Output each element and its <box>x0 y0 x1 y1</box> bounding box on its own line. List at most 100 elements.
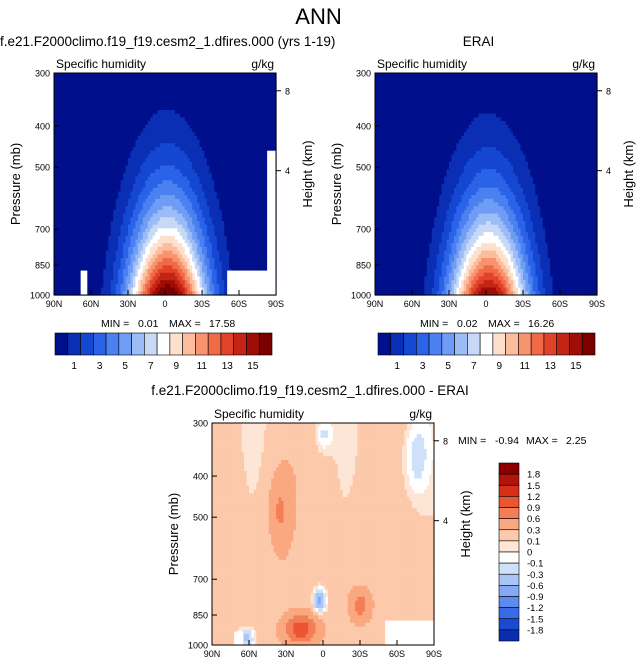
field-cell <box>192 113 196 118</box>
field-cell <box>105 161 109 167</box>
field-cell <box>202 80 206 85</box>
field-cell <box>140 76 144 81</box>
field-cell <box>125 147 129 152</box>
field-cell <box>248 76 252 81</box>
field-cell <box>76 158 80 163</box>
field-cell <box>150 154 154 159</box>
field-cell <box>226 102 230 107</box>
field-cell <box>58 98 62 104</box>
field-cell <box>83 73 87 78</box>
field-cell <box>246 80 250 85</box>
field-cell <box>110 73 114 78</box>
field-cell <box>93 87 97 93</box>
field-cell <box>241 139 245 144</box>
field-cell <box>184 150 188 155</box>
field-cell <box>98 124 102 130</box>
field-cell <box>76 113 80 118</box>
field-cell <box>78 113 82 118</box>
field-cell <box>268 76 272 81</box>
field-cell <box>145 124 149 130</box>
field-cell <box>219 139 223 144</box>
field-cell <box>231 143 235 148</box>
field-cell <box>66 121 70 126</box>
field-cell <box>268 102 272 107</box>
field-cell <box>95 102 99 107</box>
field-cell <box>78 117 82 122</box>
field-cell <box>239 132 243 137</box>
field-cell <box>105 73 109 78</box>
field-cell <box>61 139 65 144</box>
field-cell <box>76 143 80 148</box>
field-cell <box>263 139 267 144</box>
field-cell <box>199 139 203 144</box>
field-cell <box>239 158 243 163</box>
field-cell <box>187 102 191 107</box>
field-cell <box>128 128 132 133</box>
field-cell <box>253 106 257 111</box>
field-cell <box>66 161 70 167</box>
field-cell <box>160 117 164 122</box>
field-cell <box>258 139 262 144</box>
field-cell <box>182 98 186 104</box>
field-cell <box>209 158 213 163</box>
field-cell <box>209 84 213 89</box>
field-cell <box>160 135 164 141</box>
field-cell <box>68 95 72 100</box>
field-cell <box>263 95 267 100</box>
field-cell <box>256 80 260 85</box>
field-cell <box>142 87 146 93</box>
field-cell <box>248 102 252 107</box>
field-cell <box>162 132 166 137</box>
field-cell <box>204 135 208 141</box>
field-cell <box>68 80 72 85</box>
field-cell <box>204 128 208 133</box>
field-cell <box>76 117 80 122</box>
field-cell <box>105 132 109 137</box>
field-cell <box>73 132 77 137</box>
field-cell <box>160 128 164 133</box>
field-cell <box>266 147 270 152</box>
field-cell <box>142 124 146 130</box>
field-cell <box>61 98 65 104</box>
field-cell <box>251 98 255 104</box>
field-cell <box>71 150 75 155</box>
field-cell <box>226 117 230 122</box>
field-cell <box>91 84 95 89</box>
field-cell <box>56 139 60 144</box>
field-cell <box>241 80 245 85</box>
field-cell <box>150 73 154 78</box>
field-cell <box>204 150 208 155</box>
field-cell <box>169 117 173 122</box>
field-cell <box>110 147 114 152</box>
field-cell <box>120 139 124 144</box>
field-cell <box>231 135 235 141</box>
field-cell <box>54 147 58 152</box>
field-cell <box>165 161 169 167</box>
field-cell <box>206 84 210 89</box>
field-cell <box>187 128 191 133</box>
field-cell <box>258 132 262 137</box>
field-cell <box>172 80 176 85</box>
field-cell <box>211 143 215 148</box>
field-cell <box>98 117 102 122</box>
field-cell <box>110 158 114 163</box>
field-cell <box>202 124 206 130</box>
field-cell <box>266 113 270 118</box>
field-cell <box>152 106 156 111</box>
field-cell <box>239 143 243 148</box>
field-cell <box>184 121 188 126</box>
field-cell <box>266 76 270 81</box>
field-cell <box>256 154 260 159</box>
field-cell <box>256 84 260 89</box>
field-cell <box>221 117 225 122</box>
field-cell <box>197 139 201 144</box>
field-cell <box>147 124 151 130</box>
field-cell <box>169 147 173 152</box>
field-cell <box>194 113 198 118</box>
field-cell <box>140 132 144 137</box>
field-cell <box>179 154 183 159</box>
field-cell <box>58 132 62 137</box>
field-cell <box>128 73 132 78</box>
field-cell <box>123 80 127 85</box>
field-cell <box>184 154 188 159</box>
